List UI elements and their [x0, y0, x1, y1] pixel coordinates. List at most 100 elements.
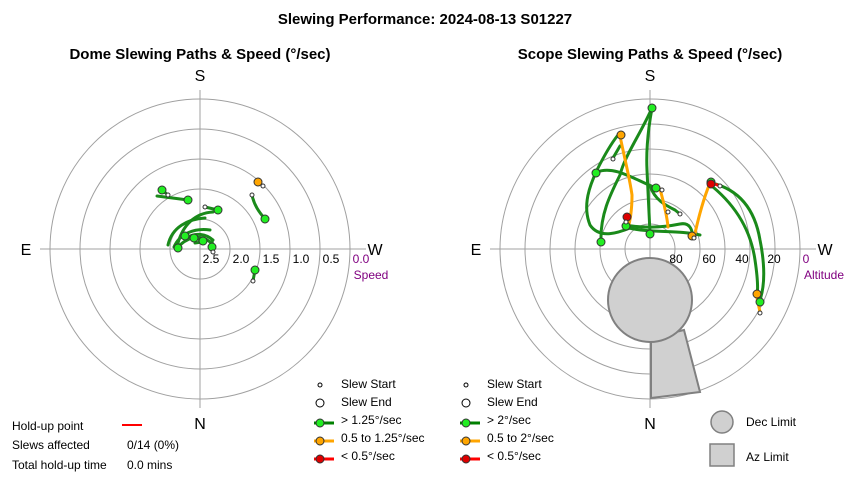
- dome-cardinal-s: S: [195, 68, 206, 85]
- scope-tick-1: 80: [669, 252, 683, 266]
- scope-end-marker: [616, 130, 626, 140]
- dome-legend-fast: > 1.25°/sec: [341, 413, 402, 427]
- scope-medium-path-1: [618, 134, 634, 229]
- dec-limit-symbol: [710, 410, 734, 434]
- legend-medium-dot: [461, 436, 471, 446]
- scope-path-3: [585, 133, 632, 236]
- scope-legend-fast: > 2°/sec: [487, 413, 531, 427]
- dome-chart-title: Dome Slewing Paths & Speed (°/sec): [69, 46, 330, 63]
- scope-legend-slow: < 0.5°/sec: [487, 449, 541, 463]
- scope-end-marker: [651, 183, 661, 193]
- scope-start-marker: [677, 211, 683, 217]
- scope-end-marker: [706, 179, 716, 189]
- legend-medium-dot: [315, 436, 325, 446]
- scope-start-marker: [691, 235, 697, 241]
- az-limit-symbol: [709, 443, 735, 467]
- scope-legend-end: Slew End: [487, 395, 538, 409]
- dome-slew-paths: [155, 188, 267, 283]
- scope-tick-4: 20: [767, 252, 781, 266]
- scope-end-marker: [645, 229, 655, 239]
- dome-cardinal-e: E: [21, 242, 32, 259]
- dome-tick-5: 0.5: [323, 252, 340, 266]
- scope-start-marker: [757, 310, 763, 316]
- holdup-time-value: 0.0 mins: [127, 458, 172, 472]
- dome-path-2: [166, 216, 207, 247]
- legend-start-symbol: [317, 382, 323, 388]
- dome-tick-1: 2.5: [203, 252, 220, 266]
- dome-radial-label: Speed: [354, 268, 389, 282]
- dome-path-3: [172, 228, 212, 249]
- dome-start-marker: [249, 192, 255, 198]
- scope-cardinal-s: S: [645, 68, 656, 85]
- dome-start-marker: [210, 249, 216, 255]
- legend-slow-dot: [461, 454, 471, 464]
- scope-path-2: [599, 106, 654, 244]
- dome-grid: [40, 90, 366, 408]
- limits-legend: Dec Limit Az Limit: [709, 410, 797, 467]
- scope-start-marker: [665, 209, 671, 215]
- scope-radial-label: Altitude: [804, 268, 844, 282]
- legend-end-symbol: [315, 398, 325, 408]
- dome-start-marker: [165, 192, 171, 198]
- scope-slew-start-markers: [610, 156, 763, 316]
- dome-end-marker: [250, 265, 260, 275]
- dome-end-marker: [260, 214, 270, 224]
- scope-end-marker: [596, 237, 606, 247]
- figure-title: Slewing Performance: 2024-08-13 S01227: [278, 11, 572, 28]
- scope-chart: Scope Slewing Paths & Speed (°/sec) S N …: [471, 46, 845, 433]
- scope-end-marker: [752, 289, 762, 299]
- scope-tick-3: 40: [735, 252, 749, 266]
- dome-tick-3: 1.5: [263, 252, 280, 266]
- scope-end-marker: [647, 103, 657, 113]
- dome-legend-medium: 0.5 to 1.25°/sec: [341, 431, 425, 445]
- dome-end-marker: [157, 185, 167, 195]
- scope-end-marker: [591, 168, 601, 178]
- scope-end-marker: [755, 297, 765, 307]
- scope-tick-5: 0: [803, 252, 810, 266]
- scope-tick-2: 60: [702, 252, 716, 266]
- holdup-point-label: Hold-up point: [12, 419, 84, 433]
- holdup-info: Hold-up point Slews affected 0/14 (0%) T…: [12, 419, 179, 472]
- dome-chart: Dome Slewing Paths & Speed (°/sec) S N E…: [21, 46, 389, 433]
- dome-end-marker: [180, 231, 190, 241]
- dome-tick-2: 2.0: [233, 252, 250, 266]
- scope-path-6: [624, 222, 695, 238]
- dome-end-marker: [183, 195, 193, 205]
- scope-medium-path-3: [692, 181, 712, 240]
- legend-slow-dot: [315, 454, 325, 464]
- dome-legend-slow: < 0.5°/sec: [341, 449, 395, 463]
- az-limit-label: Az Limit: [746, 450, 789, 464]
- dome-legend-end: Slew End: [341, 395, 392, 409]
- scope-chart-title: Scope Slewing Paths & Speed (°/sec): [518, 46, 782, 63]
- legend-start-symbol: [463, 382, 469, 388]
- dome-start-marker: [202, 204, 208, 210]
- holdup-time-label: Total hold-up time: [12, 458, 107, 472]
- dome-start-marker: [260, 183, 266, 189]
- dome-start-marker: [250, 278, 256, 284]
- scope-slew-end-markers: [591, 103, 765, 307]
- scope-start-marker: [717, 183, 723, 189]
- slews-affected-value: 0/14 (0%): [127, 438, 179, 452]
- legend-fast-dot: [461, 418, 471, 428]
- scope-cardinal-e: E: [471, 242, 482, 259]
- legend-fast-dot: [315, 418, 325, 428]
- dome-tick-6: 0.0: [353, 252, 370, 266]
- scope-path-1: [645, 106, 654, 235]
- dome-slew-start-markers: [165, 183, 266, 284]
- dome-end-marker: [198, 236, 208, 246]
- dome-slew-end-markers: [157, 177, 270, 275]
- scope-legend-medium: 0.5 to 2°/sec: [487, 431, 554, 445]
- scope-start-marker: [610, 156, 616, 162]
- scope-medium-path-2: [658, 187, 670, 229]
- dec-limit-label: Dec Limit: [746, 415, 797, 429]
- legend-end-symbol: [461, 398, 471, 408]
- slews-affected-label: Slews affected: [12, 438, 90, 452]
- scope-start-marker: [623, 219, 629, 225]
- dome-cardinal-n: N: [194, 416, 206, 433]
- dome-end-marker: [253, 177, 263, 187]
- scope-start-marker: [659, 187, 665, 193]
- scope-cardinal-w: W: [817, 242, 833, 259]
- dome-end-marker: [189, 233, 199, 243]
- dome-cardinal-w: W: [367, 242, 383, 259]
